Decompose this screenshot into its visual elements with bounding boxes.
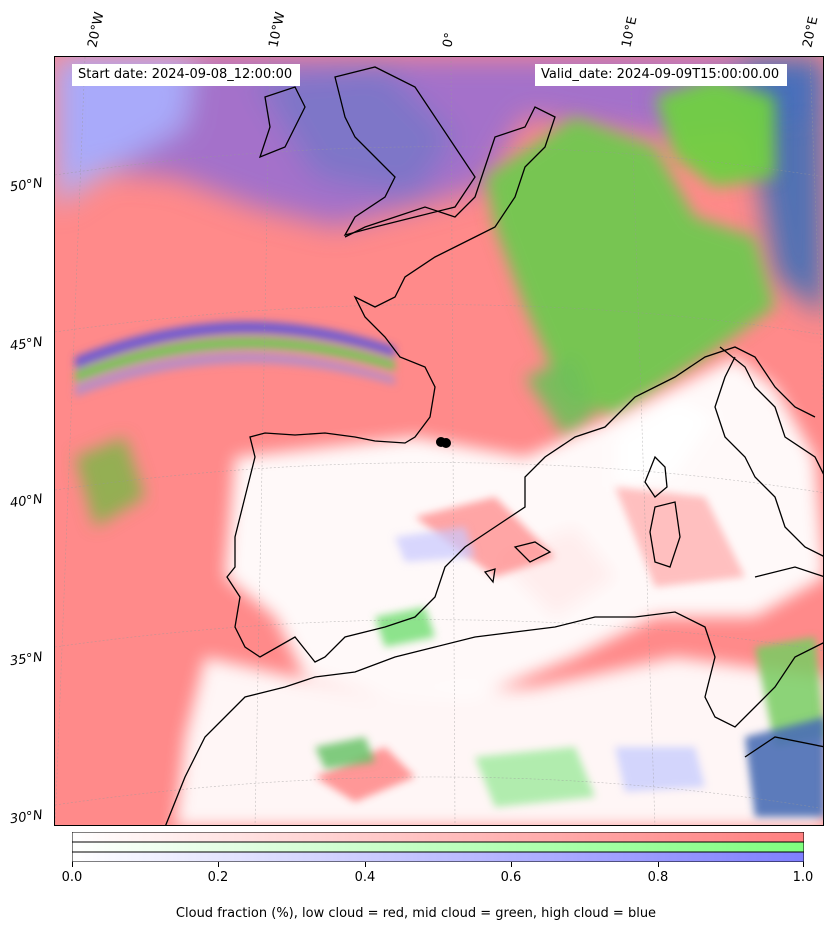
mid-cloud-europe [485,77,775,437]
colorbar-tick-2: 0.4 [354,870,376,885]
colorbar-tick-0: 0.0 [61,870,83,885]
lat-label-45n: 45°N [9,334,44,355]
lat-label-50n: 50°N [9,175,44,196]
colorbar-tick-4: 0.8 [647,870,669,885]
colorbar-tick-3: 0.6 [500,870,522,885]
cloud-fraction-map [55,57,823,825]
lon-label-20e: 20°E [800,15,822,50]
lat-label-40n: 40°N [9,491,44,512]
colorbar-label: Cloud fraction (%), low cloud = red, mid… [175,906,657,921]
coastlines [165,66,823,825]
low-cloud-med [415,497,555,577]
frontal-band [75,321,395,397]
map-panel[interactable] [54,56,824,826]
graticule [55,57,823,825]
colorbar-tick-1: 0.2 [207,870,229,885]
high-cloud-north [55,57,823,316]
colorbar-low [72,832,804,843]
colorbar-high [72,851,804,862]
lat-label-30n: 30°N [9,807,44,828]
low-cloud-africa [315,747,415,802]
colorbar-tick-5: 1.0 [792,870,814,885]
lon-label-0: 0° [440,31,459,49]
mid-cloud-med [315,607,823,807]
colorbar-mid [72,841,804,853]
start-date-label: Start date: 2024-09-08_12:00:00 [72,64,301,86]
lon-label-10e: 10°E [619,15,641,50]
valid-date-label: Valid_date: 2024-09-09T15:00:00.00 [535,64,788,86]
mid-cloud-atlantic [75,437,145,527]
lat-label-35n: 35°N [9,649,44,670]
lon-label-20w: 20°W [85,10,108,49]
location-marker [436,437,451,448]
colorbar [72,832,804,862]
lon-label-10w: 10°W [266,10,289,49]
